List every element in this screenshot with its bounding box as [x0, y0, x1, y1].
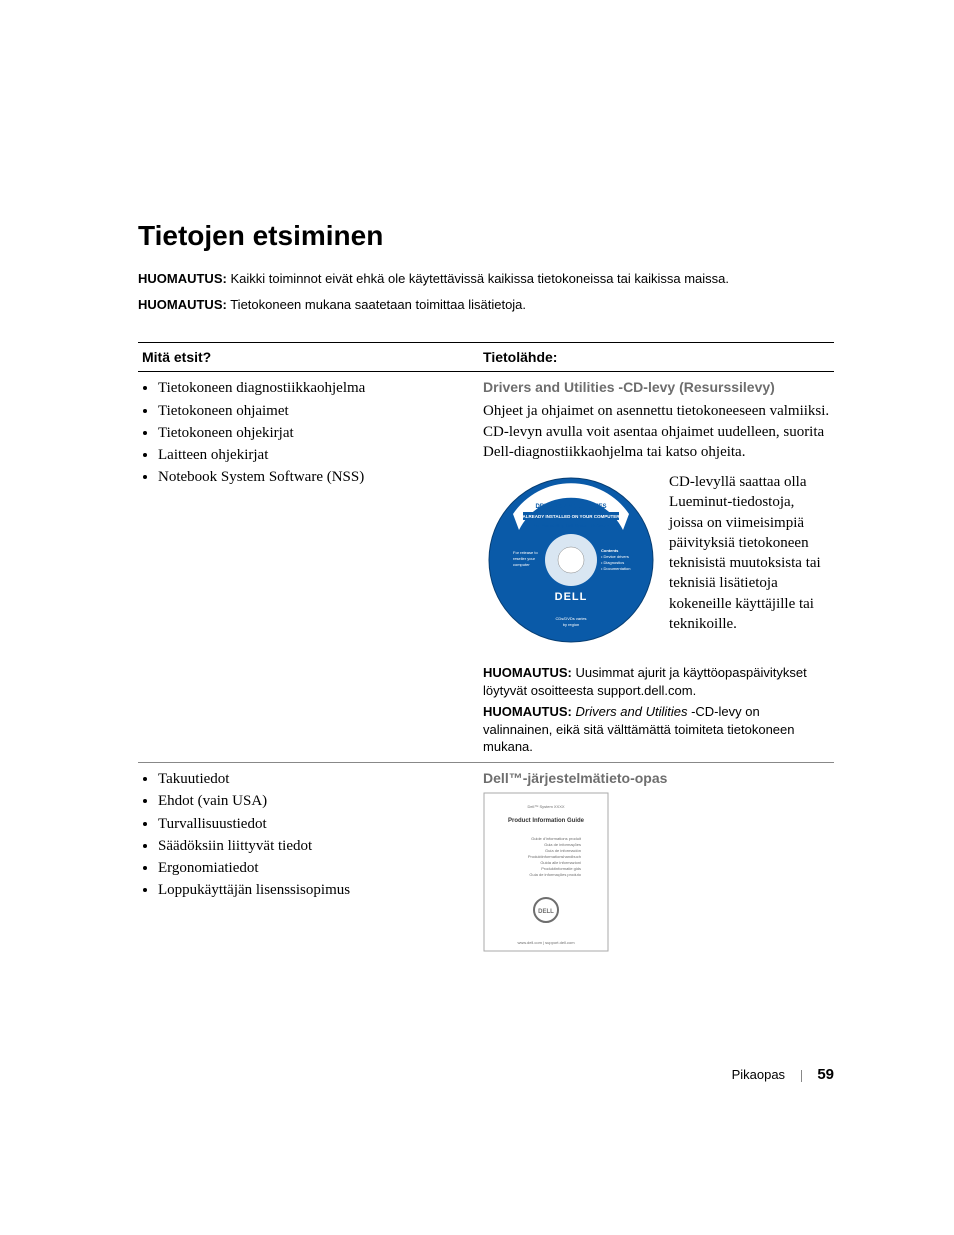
note-label: HUOMAUTUS: — [483, 704, 572, 719]
table-row: Takuutiedot Ehdot (vain USA) Turvallisuu… — [138, 763, 834, 965]
th-right: Tietolähde: — [479, 343, 834, 372]
svg-text:For release to: For release to — [513, 550, 538, 555]
row1-note-a: HUOMAUTUS: Uusimmat ajurit ja käyttöopas… — [483, 664, 830, 699]
page-footer: Pikaopas 59 — [732, 1066, 834, 1083]
note-1-text: Kaikki toiminnot eivät ehkä ole käytettä… — [230, 271, 729, 286]
cd-image: DRIVERS AND UTILITIES ALREADY INSTALLED … — [483, 472, 659, 654]
page-title: Tietojen etsiminen — [138, 220, 834, 252]
row2-subhead: Dell™-järjestelmätieto-opas — [483, 769, 830, 788]
svg-text:For Reinstalling Dell System S: For Reinstalling Dell System Software — [533, 523, 609, 528]
list-item: Loppukäyttäjän lisenssisopimus — [158, 880, 475, 900]
svg-text:Guida alle informazioni: Guida alle informazioni — [540, 860, 581, 865]
list-item: Säädöksiin liittyvät tiedot — [158, 836, 475, 856]
svg-text:Guía de información: Guía de información — [545, 848, 581, 853]
svg-text:DELL: DELL — [555, 591, 588, 603]
cd-title-text: DRIVERS AND UTILITIES — [535, 504, 606, 510]
guide-image: Dell™ System XXXX Product Information Gu… — [483, 792, 609, 958]
svg-text:Product Information Guide: Product Information Guide — [508, 818, 585, 824]
cd-side-text: CD-levyllä saattaa olla Lueminut-tiedost… — [669, 472, 830, 654]
svg-text:Guia de informações produto: Guia de informações produto — [529, 872, 581, 877]
note-label: HUOMAUTUS: — [138, 297, 227, 312]
list-item: Ergonomiatiedot — [158, 858, 475, 878]
table-row: Tietokoneen diagnostiikkaohjelma Tietoko… — [138, 372, 834, 762]
document-page: Tietojen etsiminen HUOMAUTUS: Kaikki toi… — [0, 0, 954, 1235]
list-item: Notebook System Software (NSS) — [158, 467, 475, 487]
note-2-text: Tietokoneen mukana saatetaan toimittaa l… — [230, 297, 526, 312]
svg-text:CDs/DVDs varies: CDs/DVDs varies — [555, 616, 586, 621]
footer-label: Pikaopas — [732, 1067, 785, 1082]
list-item: Tietokoneen diagnostiikkaohjelma — [158, 378, 475, 398]
page-number: 59 — [817, 1066, 834, 1083]
note-1: HUOMAUTUS: Kaikki toiminnot eivät ehkä o… — [138, 270, 834, 288]
row1-note-b: HUOMAUTUS: Drivers and Utilities -CD-lev… — [483, 703, 830, 756]
note-a-site: support.dell.com — [597, 683, 692, 698]
footer-divider — [801, 1070, 802, 1082]
list-item: Tietokoneen ohjekirjat — [158, 423, 475, 443]
info-table: Mitä etsit? Tietolähde: Tietokoneen diag… — [138, 342, 834, 964]
svg-text:Guia de informações: Guia de informações — [544, 842, 581, 847]
svg-text:Contents: Contents — [601, 548, 619, 553]
note-b-italic: Drivers and Utilities — [575, 704, 691, 719]
svg-text:ALREADY INSTALLED ON YOUR COMP: ALREADY INSTALLED ON YOUR COMPUTER — [523, 514, 621, 519]
list-item: Tietokoneen ohjaimet — [158, 401, 475, 421]
list-item: Turvallisuustiedot — [158, 814, 475, 834]
row1-left-list: Tietokoneen diagnostiikkaohjelma Tietoko… — [158, 378, 475, 487]
note-a-text-2: . — [693, 683, 697, 698]
cd-row: DRIVERS AND UTILITIES ALREADY INSTALLED … — [483, 472, 830, 654]
note-label: HUOMAUTUS: — [138, 271, 227, 286]
list-item: Laitteen ohjekirjat — [158, 445, 475, 465]
list-item: Takuutiedot — [158, 769, 475, 789]
svg-text:Produktinformationshandbuch: Produktinformationshandbuch — [528, 854, 581, 859]
row1-subhead: Drivers and Utilities -CD-levy (Resurssi… — [483, 378, 830, 397]
svg-text:www.dell.com | support.dell.co: www.dell.com | support.dell.com — [518, 940, 576, 945]
svg-text:• Documentation: • Documentation — [601, 566, 630, 571]
svg-text:computer: computer — [513, 562, 530, 567]
row1-body: Ohjeet ja ohjaimet on asennettu tietokon… — [483, 401, 830, 462]
svg-text:• Diagnostics: • Diagnostics — [601, 560, 624, 565]
svg-text:• Device drivers: • Device drivers — [601, 554, 629, 559]
svg-text:by region: by region — [563, 622, 579, 627]
svg-text:Guide d'informations produit: Guide d'informations produit — [531, 836, 582, 841]
svg-text:Produktinformatie gids: Produktinformatie gids — [541, 866, 581, 871]
svg-text:reseller your: reseller your — [513, 556, 536, 561]
list-item: Ehdot (vain USA) — [158, 791, 475, 811]
th-left: Mitä etsit? — [138, 343, 479, 372]
svg-text:DELL: DELL — [538, 909, 554, 915]
note-2: HUOMAUTUS: Tietokoneen mukana saatetaan … — [138, 296, 834, 314]
note-label: HUOMAUTUS: — [483, 665, 572, 680]
row2-left-list: Takuutiedot Ehdot (vain USA) Turvallisuu… — [158, 769, 475, 901]
svg-text:Dell™ System XXXX: Dell™ System XXXX — [527, 804, 564, 809]
